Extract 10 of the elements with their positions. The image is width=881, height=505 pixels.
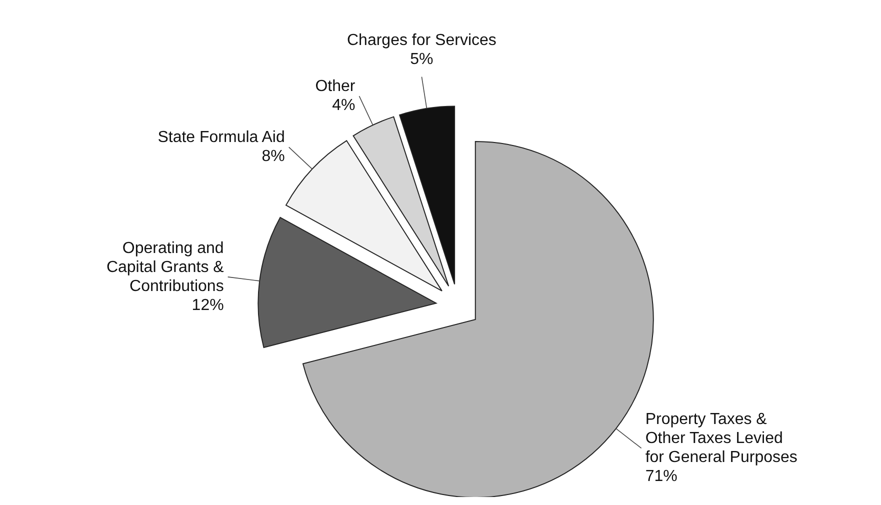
slice-label: Property Taxes & Other Taxes Levied for General Purposes — [645, 411, 798, 466]
data-label: 8% — [262, 148, 285, 166]
slice-label: Operating and Capital Grants & Contributions — [106, 240, 224, 295]
data-label: 12% — [192, 296, 224, 314]
slice-label: State Formula Aid — [158, 129, 285, 146]
slice-label: Other — [315, 78, 356, 96]
data-label: 5% — [410, 50, 434, 68]
data-label: 4% — [332, 97, 356, 114]
data-label: 71% — [645, 468, 678, 486]
slice-label: Charges for Services — [347, 32, 496, 49]
